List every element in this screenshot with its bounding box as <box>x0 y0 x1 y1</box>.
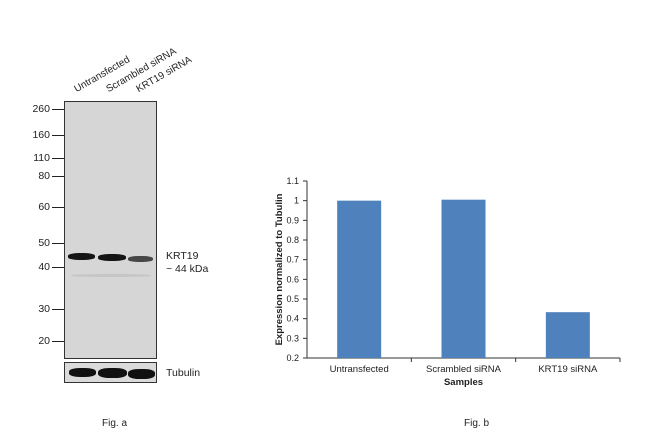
mw-label-60: 60 <box>38 201 50 213</box>
y-tick-label: 1 <box>294 196 299 206</box>
y-tick-label: 1.1 <box>286 176 299 186</box>
bar-2 <box>441 199 486 358</box>
mw-label-40: 40 <box>38 261 50 273</box>
bar-1 <box>337 200 382 358</box>
band-label-name: KRT19 <box>166 250 199 262</box>
blot-image-krt19 <box>64 101 157 359</box>
mw-tick-110 <box>52 158 64 159</box>
band-label-size: ~ 44 kDa <box>166 263 209 275</box>
band-lane-3 <box>128 256 153 262</box>
bar-3 <box>545 312 590 358</box>
mw-label-20: 20 <box>38 335 50 347</box>
mw-label-80: 80 <box>38 170 50 182</box>
mw-tick-60 <box>52 207 64 208</box>
x-tick-label: Untransfected <box>330 364 389 375</box>
tubulin-band-lane-1 <box>69 368 96 377</box>
mw-label-50: 50 <box>38 237 50 249</box>
y-axis-title: Expression normalized to Tubulin <box>274 193 285 345</box>
mw-tick-20 <box>52 341 64 342</box>
mw-label-30: 30 <box>38 303 50 315</box>
band-lane-1 <box>68 253 95 260</box>
blot-image-tubulin <box>64 362 157 383</box>
y-tick-label: 0.5 <box>286 294 299 304</box>
y-tick-label: 0.2 <box>286 353 299 363</box>
y-tick-label: 0.7 <box>286 255 299 265</box>
y-tick-label: 0.8 <box>286 235 299 245</box>
band-label-krt19: KRT19 ~ 44 kDa <box>166 250 208 276</box>
x-axis-title: Samples <box>444 377 483 388</box>
loading-control-label: Tubulin <box>166 367 201 379</box>
mw-label-110: 110 <box>33 152 50 164</box>
y-tick-label: 0.3 <box>286 333 299 343</box>
mw-tick-260 <box>52 109 64 110</box>
mw-tick-160 <box>52 135 64 136</box>
mw-tick-30 <box>52 309 64 310</box>
x-tick-label: KRT19 siRNA <box>538 364 598 375</box>
tubulin-band-lane-3 <box>128 369 155 379</box>
band-lane-2 <box>98 254 126 261</box>
tubulin-band-lane-2 <box>98 368 127 378</box>
mw-label-260: 260 <box>32 103 50 115</box>
y-tick-label: 0.4 <box>286 314 299 324</box>
mw-tick-50 <box>52 243 64 244</box>
mw-tick-80 <box>52 176 64 177</box>
figure-caption-b: Fig. b <box>464 418 490 429</box>
figure-caption-a: Fig. a <box>102 418 128 429</box>
faint-band-smear <box>71 274 151 277</box>
mw-tick-40 <box>52 267 64 268</box>
bar-chart: 0.2 0.3 0.4 0.5 0.6 0.7 0.8 0.9 1 1.1 Untransfecte… <box>274 176 621 388</box>
y-tick-label: 0.9 <box>286 215 299 225</box>
x-tick-label: Scrambled siRNA <box>426 364 502 375</box>
mw-label-160: 160 <box>32 129 50 141</box>
y-tick-label: 0.6 <box>286 274 299 284</box>
